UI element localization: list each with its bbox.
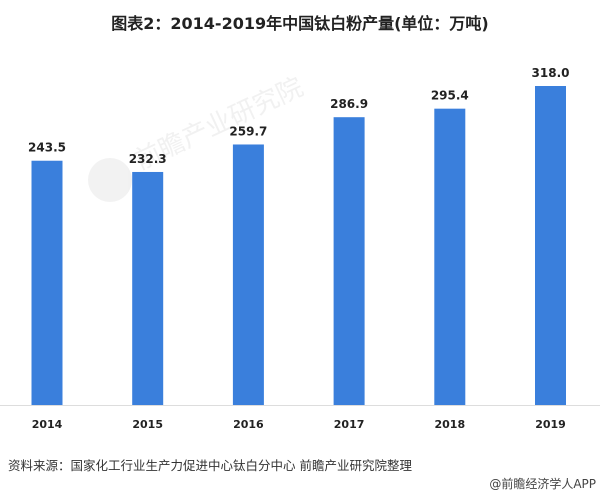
credit-note: @前瞻经济学人APP	[489, 477, 596, 491]
x-tick-label-2019: 2019	[535, 418, 566, 431]
x-tick-label-2016: 2016	[233, 418, 264, 431]
value-label-2017: 286.9	[330, 97, 368, 111]
value-label-2016: 259.7	[229, 124, 267, 138]
watermark: 前瞻产业研究院	[88, 72, 308, 202]
value-label-2019: 318.0	[532, 66, 570, 80]
x-tick-label-2018: 2018	[434, 418, 465, 431]
value-label-2018: 295.4	[431, 89, 469, 103]
value-label-2014: 243.5	[28, 141, 66, 155]
bar-2015	[132, 171, 164, 405]
bar-2016	[232, 144, 264, 405]
bar-2014	[31, 160, 63, 405]
bar-2018	[434, 108, 466, 405]
x-tick-label-2015: 2015	[132, 418, 163, 431]
value-label-2015: 232.3	[129, 152, 167, 166]
bar-2017	[333, 117, 365, 405]
x-tick-label-2014: 2014	[32, 418, 63, 431]
source-note: 资料来源：国家化工行业生产力促进中心钛白分中心 前瞻产业研究院整理	[8, 458, 412, 473]
chart-title: 图表2：2014-2019年中国钛白粉产量(单位：万吨)	[111, 14, 489, 33]
x-tick-label-2017: 2017	[334, 418, 365, 431]
bar-2019	[535, 86, 566, 405]
